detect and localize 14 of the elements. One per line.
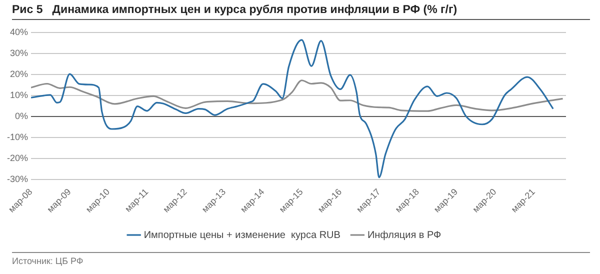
legend-label: Импортные цены + изменение курса RUB [144, 230, 341, 241]
text: Источник: ЦБ РФ [12, 252, 590, 266]
y-tick-label: -10% [6, 132, 28, 142]
y-tick-label: -20% [6, 153, 28, 164]
y-tick-label: -30% [6, 174, 28, 184]
y-tick-label: 40% [10, 26, 28, 37]
legend-label: Инфляция в РФ [367, 230, 442, 241]
line-series [31, 80, 564, 112]
y-tick-label: 0% [14, 111, 28, 122]
y-tick-label: 30% [10, 48, 28, 58]
y-tick-label: 10% [10, 90, 28, 100]
line-series [31, 39, 554, 178]
y-tick-label: 20% [10, 68, 28, 79]
chart-title: Рис 5 Динамика импортных цен и курса рубля против инфляции в РФ (% г/г) [12, 4, 590, 20]
